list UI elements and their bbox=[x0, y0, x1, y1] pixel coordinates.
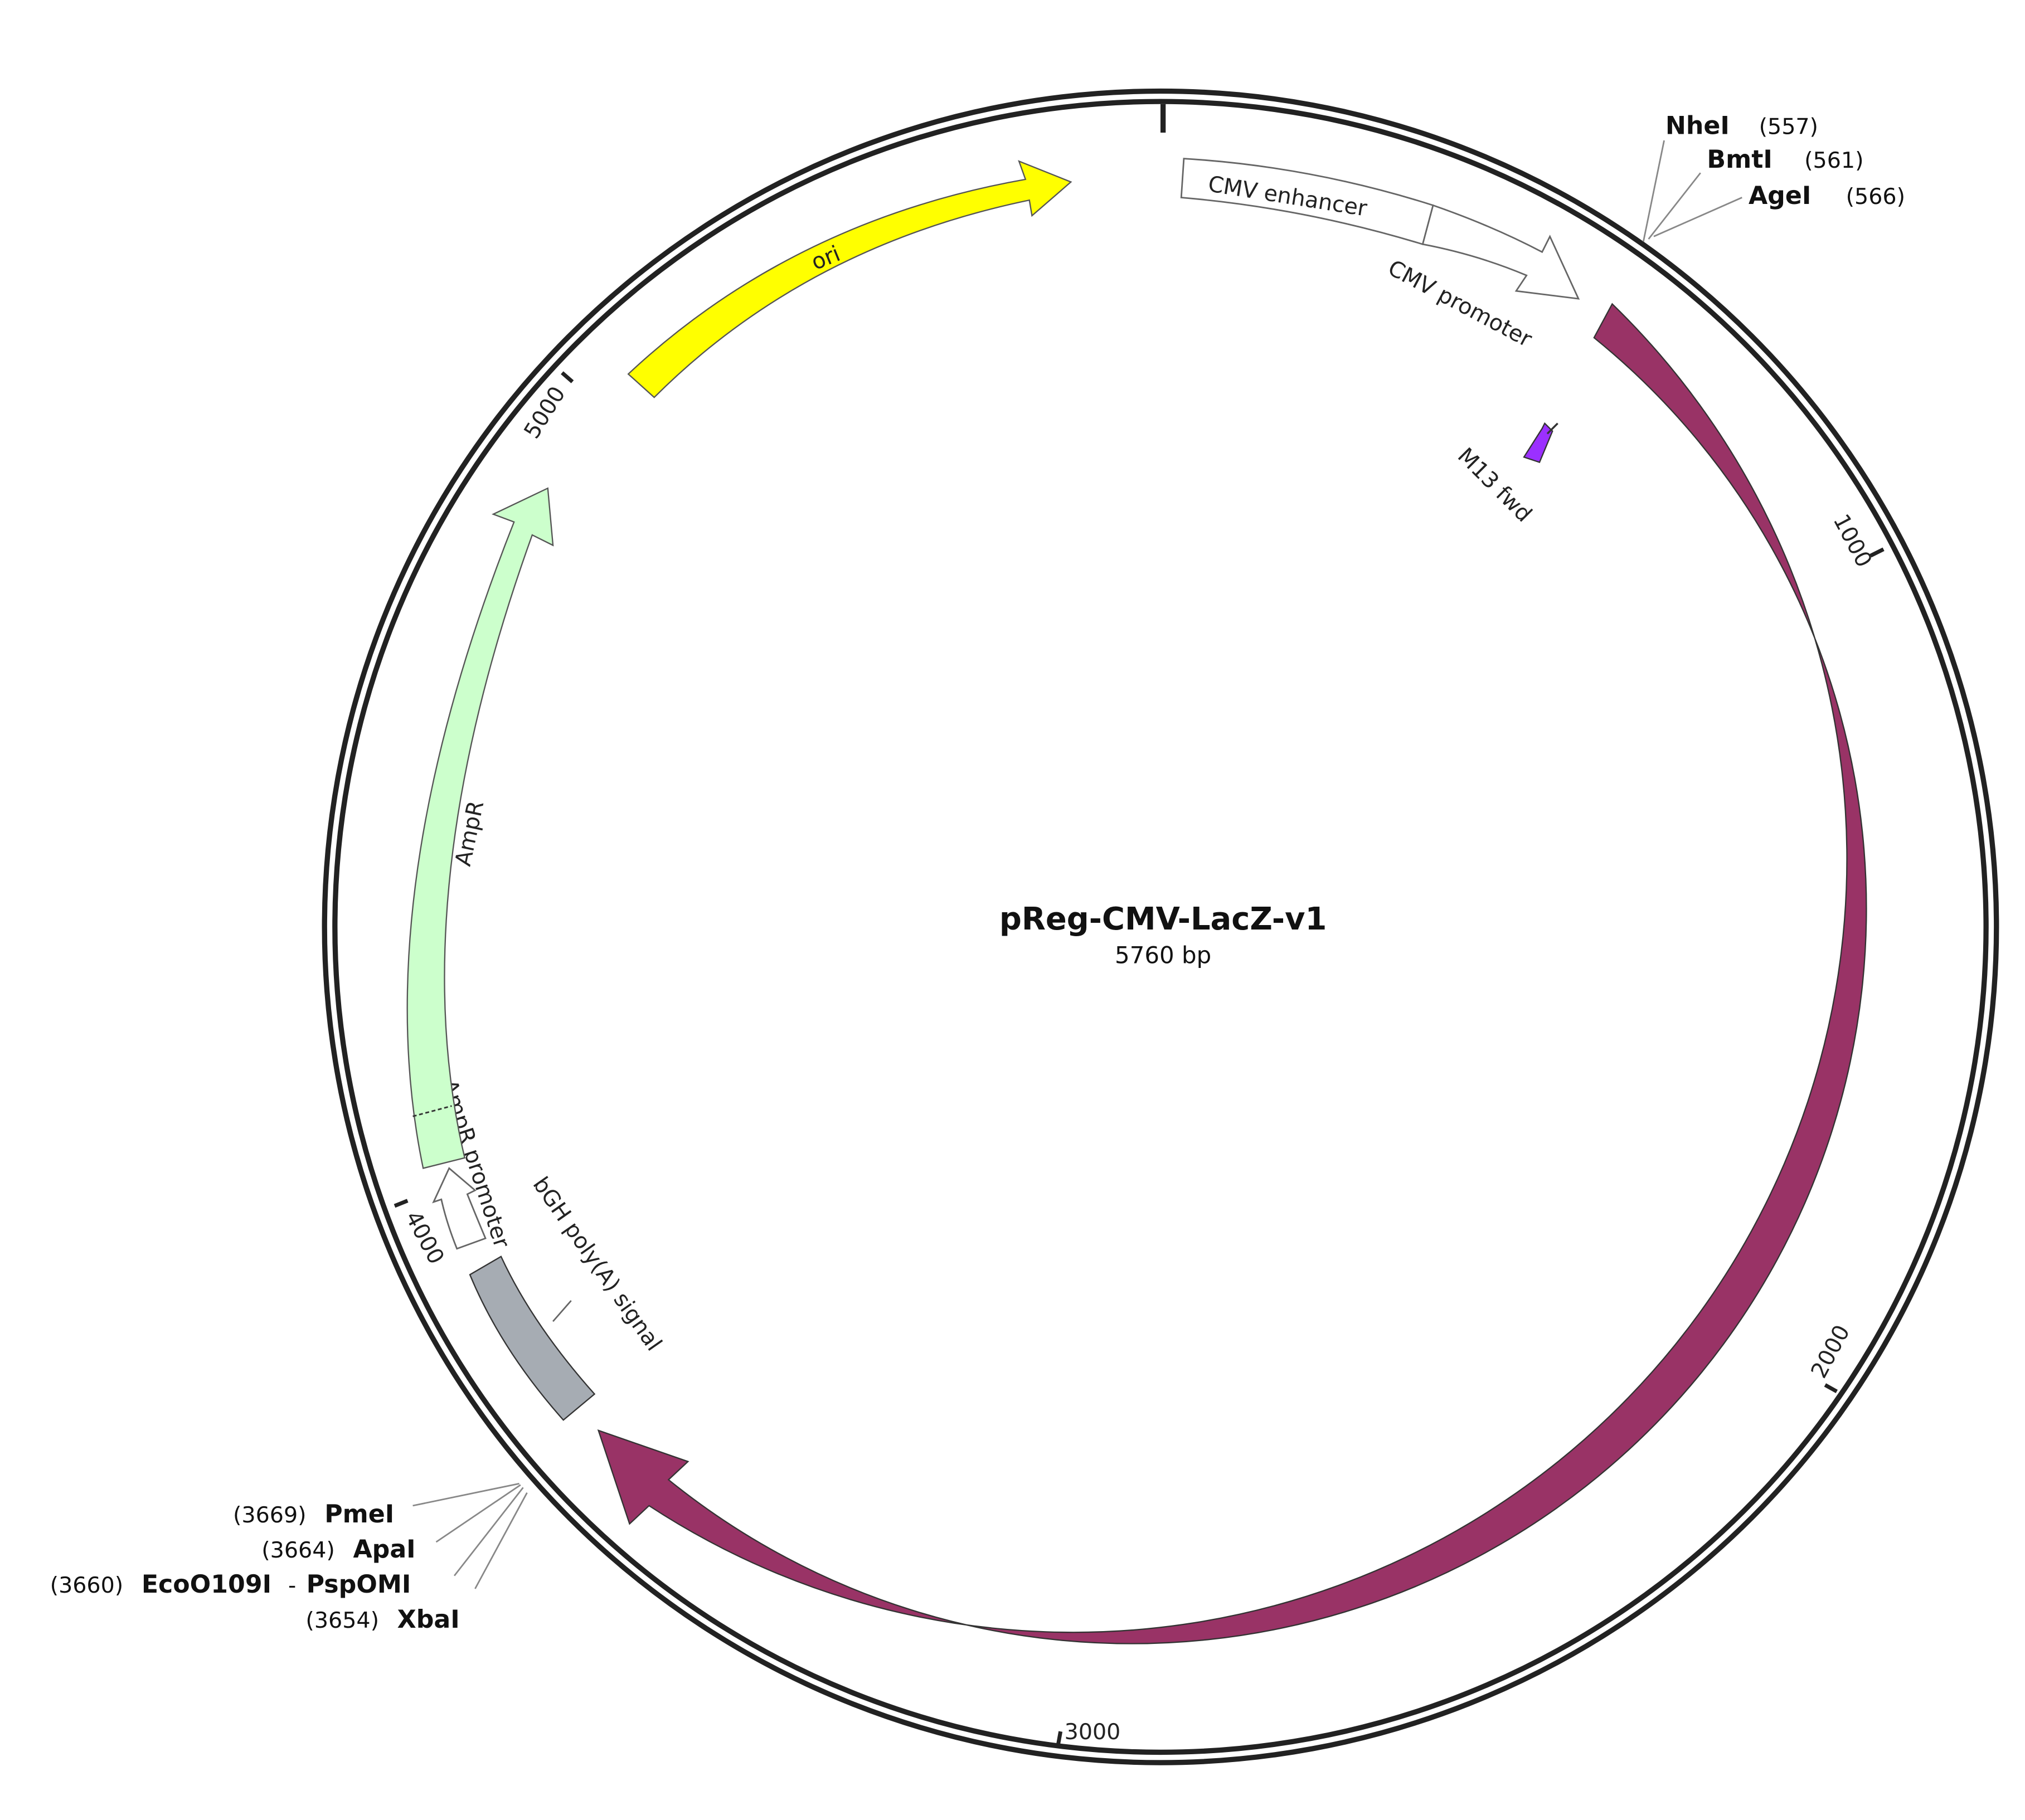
ori-feature-arrow[interactable] bbox=[627, 160, 1072, 398]
tick-label-5000: 5000 bbox=[519, 382, 570, 443]
nhei-leader bbox=[1642, 140, 1665, 242]
m13-fwd-label: M13 fwd bbox=[1453, 443, 1537, 527]
pmei-site-name[interactable]: PmeI bbox=[324, 1500, 394, 1529]
ampr-feature-arrow[interactable] bbox=[406, 487, 554, 1169]
bmti-site-position: (561) bbox=[1804, 148, 1863, 173]
bmti-site-name[interactable]: BmtI bbox=[1707, 145, 1772, 174]
tick-label-1000: 1000 bbox=[1828, 510, 1877, 572]
xbai-site-name[interactable]: XbaI bbox=[397, 1605, 460, 1634]
backbone-outer-ring bbox=[322, 88, 1999, 1765]
nhei-site-position: (557) bbox=[1759, 114, 1818, 139]
tick-mark-4000 bbox=[394, 1199, 409, 1208]
tick-mark-2000 bbox=[1824, 1383, 1838, 1394]
bgh-polya-leader bbox=[552, 1300, 572, 1322]
eco-site-name[interactable]: EcoO109I bbox=[142, 1570, 271, 1599]
bmti-leader bbox=[1648, 172, 1701, 240]
lacz-label: lacZ bbox=[1699, 1407, 1747, 1459]
pspomi-site-name[interactable]: PspOMI bbox=[307, 1570, 411, 1599]
m13-fwd-primer-stem bbox=[1546, 422, 1558, 435]
bgh-polya-feature[interactable] bbox=[469, 1255, 596, 1421]
xbai-site-position: (3654) bbox=[305, 1608, 379, 1633]
tick-label-2000: 2000 bbox=[1806, 1321, 1855, 1383]
m13-fwd-primer-arrow[interactable] bbox=[1523, 422, 1553, 463]
eco-site-position: (3660) bbox=[50, 1573, 124, 1598]
apai-leader bbox=[435, 1484, 521, 1543]
eco-leader bbox=[453, 1487, 524, 1576]
bgh-polya-label: bGH poly(A) signal bbox=[528, 1172, 667, 1356]
agei-leader bbox=[1653, 197, 1742, 237]
tick-mark-5000 bbox=[561, 371, 574, 383]
agei-site-position: (566) bbox=[1846, 184, 1905, 210]
apai-site-position: (3664) bbox=[261, 1537, 335, 1563]
xbai-leader bbox=[474, 1492, 528, 1589]
tick-label-3000: 3000 bbox=[1065, 1719, 1121, 1745]
eco-site-separator: - bbox=[288, 1573, 296, 1598]
plasmid-size: 5760 bp bbox=[1115, 941, 1211, 969]
plasmid-name: pReg-CMV-LacZ-v1 bbox=[999, 901, 1327, 937]
cmv-promoter-feature-arrow[interactable] bbox=[1421, 204, 1580, 300]
tick-mark-3000 bbox=[1056, 1731, 1063, 1746]
apai-site-name[interactable]: ApaI bbox=[353, 1535, 415, 1564]
nhei-site-name[interactable]: NheI bbox=[1665, 111, 1730, 140]
backbone-inner-ring bbox=[332, 99, 1989, 1755]
pmei-leader bbox=[412, 1482, 519, 1507]
ampr-segment-divider bbox=[412, 1105, 452, 1117]
pmei-site-position: (3669) bbox=[233, 1502, 307, 1528]
tick-mark-1000 bbox=[1869, 547, 1885, 558]
agei-site-name[interactable]: AgeI bbox=[1749, 182, 1811, 210]
lacz-feature-arrow[interactable] bbox=[597, 303, 1867, 1644]
ampr-promoter-feature-arrow[interactable] bbox=[432, 1167, 487, 1250]
